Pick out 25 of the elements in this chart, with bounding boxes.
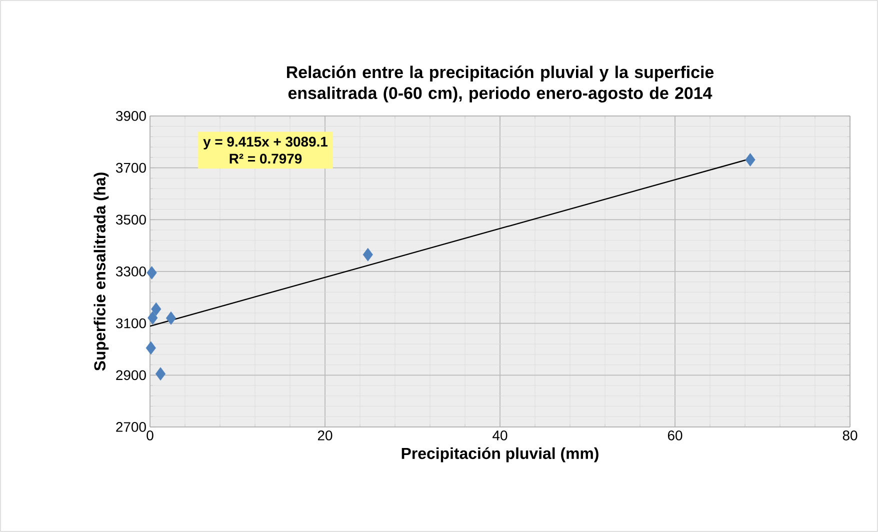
x-tick-label: 0 — [146, 430, 154, 440]
x-tick-label: 60 — [668, 430, 682, 440]
x-tick-label: 80 — [842, 430, 858, 440]
point — [155, 367, 166, 381]
annotation: R² = 0.7979 — [230, 154, 302, 164]
point — [146, 341, 156, 355]
x-axis-title: Precipitación pluvial (mm) — [402, 447, 598, 462]
point — [166, 311, 176, 325]
point — [146, 266, 157, 280]
y-tick-label: 3300 — [116, 266, 146, 276]
annotation: y = 9.415x + 3089.1 — [203, 136, 328, 150]
y-axis-title: Superficie ensalitrada (ha) — [94, 172, 109, 371]
y-tick-label: 2900 — [116, 370, 146, 380]
point — [148, 311, 158, 325]
x-tick-label: 20 — [318, 430, 332, 440]
x-tick-label: 40 — [492, 430, 508, 440]
chart-title: Relación entre la precipitación pluvial y la superficie ensalitrada (0-60 cm), periodo enero-agosto de 2014 — [287, 66, 714, 102]
y-tick-label: 3900 — [116, 111, 146, 121]
point — [745, 153, 756, 166]
point — [151, 302, 162, 316]
y-tick-label: 3700 — [116, 162, 146, 173]
y-tick-label: 3500 — [116, 214, 146, 225]
y-tick-label: 2700 — [116, 422, 146, 432]
y-tick-label: 3100 — [116, 318, 146, 328]
point — [362, 248, 373, 262]
